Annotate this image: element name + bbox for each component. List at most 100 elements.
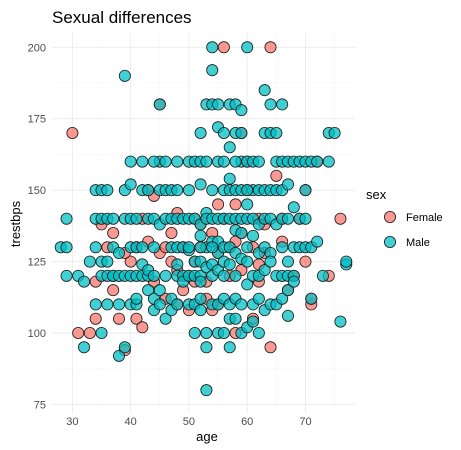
data-point-male [147,155,160,168]
data-point-male [247,229,260,242]
data-point-male [153,298,166,311]
x-axis-title: age [196,429,218,444]
legend-key-male [383,235,396,248]
data-point-male [194,127,207,140]
data-point-male [328,127,341,140]
data-point-male [223,258,236,271]
data-point-male [217,326,230,339]
chart-title: Sexual differences [52,8,192,27]
data-point-male [217,269,230,282]
data-point-male [101,184,114,197]
data-point-male [171,155,184,168]
y-tick-label: 100 [28,328,46,340]
data-point-male [200,341,213,354]
data-point-male [281,284,294,297]
data-point-male [241,241,254,254]
data-point-male [305,292,318,305]
y-tick-label: 200 [28,42,46,54]
data-point-male [200,384,213,397]
data-point-male [200,326,213,339]
data-point-male [118,341,131,354]
data-point-female [165,226,178,239]
y-tick-label: 125 [28,257,46,269]
data-point-female [89,312,102,325]
y-axis-title: trestbps [8,200,23,247]
data-point-male [78,341,91,354]
data-point-male [264,98,277,111]
data-point-female [229,198,242,211]
data-point-male [124,178,137,191]
y-tick-label: 75 [34,399,46,411]
data-point-male [287,201,300,214]
data-point-male [276,241,289,254]
data-point-male [206,41,219,54]
legend-items: Female Male [383,210,443,249]
data-point-female [130,312,143,325]
data-point-female [264,341,277,354]
data-point-male [235,298,248,311]
data-point-female [113,312,126,325]
y-tick-label: 150 [28,185,46,197]
data-point-male [264,255,277,268]
data-point-male [229,269,242,282]
data-point-male [281,212,294,225]
data-point-male [130,212,143,225]
data-point-male [113,246,126,259]
data-point-male [142,284,155,297]
data-point-male [78,275,91,288]
data-point-male [60,269,73,282]
data-point-male [223,141,236,154]
data-point-female [72,326,85,339]
data-point-male [83,255,96,268]
data-point-male [316,269,329,282]
data-point-female [334,212,347,225]
data-point-male [194,178,207,191]
data-point-male [311,155,324,168]
legend-title: sex [366,187,387,202]
data-point-female [107,226,120,239]
data-point-male [113,298,126,311]
data-point-male [235,104,248,117]
data-point-male [235,127,248,140]
data-point-male [194,275,207,288]
data-point-male [299,184,312,197]
data-point-male [171,258,184,271]
data-point-male [107,212,120,225]
data-point-male [136,241,149,254]
data-point-male [159,155,172,168]
data-point-male [281,309,294,322]
data-point-male [60,241,73,254]
data-point-male [223,341,236,354]
data-point-male [258,84,271,97]
data-point-female [107,284,120,297]
data-point-male [171,184,184,197]
data-point-male [281,178,294,191]
data-point-male [206,241,219,254]
data-point-male [276,292,289,305]
data-point-male [241,184,254,197]
data-point-male [194,292,207,305]
x-axis-ticks: 30 40 50 60 70 [66,416,311,428]
data-point-male [287,275,300,288]
data-point-male [142,184,155,197]
data-point-male [60,212,73,225]
data-point-male [171,298,184,311]
data-point-female [217,41,230,54]
data-point-male [212,98,225,111]
x-tick-label: 70 [299,416,311,428]
data-point-male [217,155,230,168]
data-point-male [153,98,166,111]
data-point-male [276,98,289,111]
data-point-female [136,321,149,334]
data-point-female [66,127,79,140]
data-point-male [241,198,254,211]
data-point-male [206,184,219,197]
data-point-male [241,41,254,54]
data-point-male [153,284,166,297]
legend-key-female [383,210,396,223]
data-point-male [235,226,248,239]
data-point-male [241,278,254,291]
y-axis-ticks: 75 100 125 150 175 200 [28,42,46,411]
data-point-male [194,229,207,242]
